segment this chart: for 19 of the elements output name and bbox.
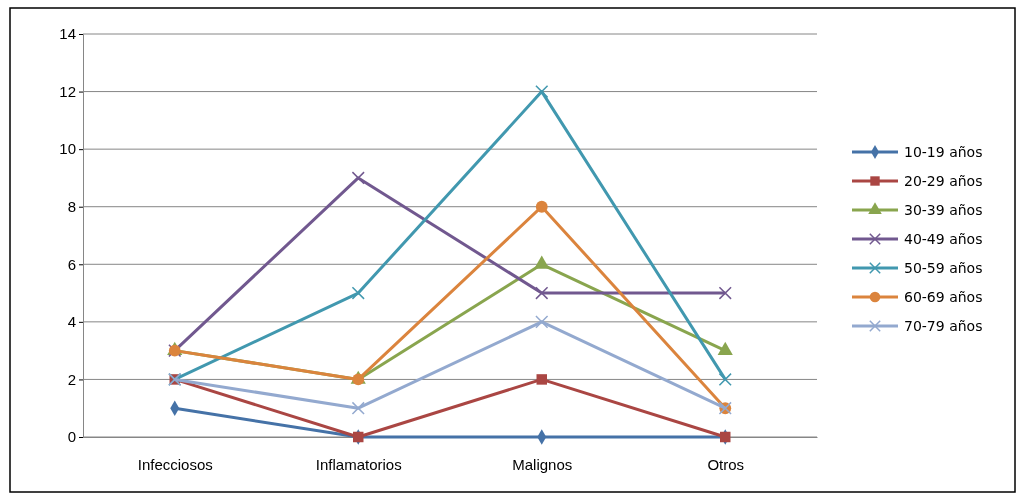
legend-label: 50-59 años — [904, 260, 983, 276]
legend-label: 30-39 años — [904, 202, 983, 218]
y-tick-label: 8 — [67, 198, 76, 216]
legend-label: 40-49 años — [904, 231, 983, 247]
y-tick-label: 4 — [67, 313, 76, 331]
legend-label: 70-79 años — [904, 318, 983, 334]
x-tick-label: Infecciosos — [137, 455, 213, 473]
y-tick-label: 0 — [67, 428, 76, 446]
y-tick-label: 14 — [59, 25, 76, 43]
legend-label: 20-29 años — [904, 173, 983, 189]
y-tick-label: 6 — [67, 255, 76, 273]
legend-label: 10-19 años — [904, 144, 983, 160]
x-tick-label: Inflamatorios — [315, 455, 402, 473]
y-tick-label: 10 — [59, 140, 76, 158]
y-tick-label: 2 — [67, 370, 76, 388]
legend-label: 60-69 años — [904, 289, 983, 305]
x-tick-label: Otros — [707, 455, 745, 473]
y-tick-label: 12 — [59, 82, 76, 100]
x-tick-label: Malignos — [512, 455, 573, 473]
